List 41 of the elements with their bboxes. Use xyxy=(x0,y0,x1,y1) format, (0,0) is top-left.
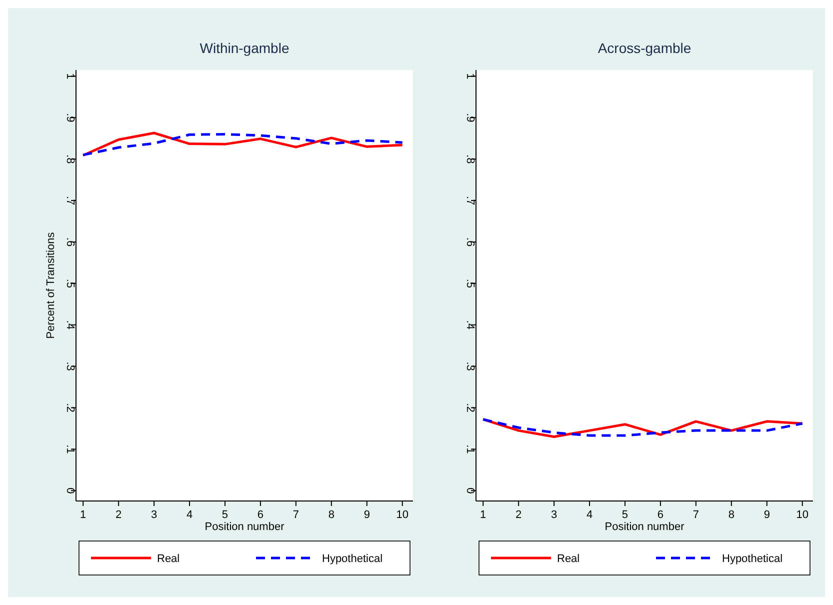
chart-title: Across-gamble xyxy=(598,40,692,56)
x-tick-label: 5 xyxy=(222,509,228,521)
x-tick-label: 10 xyxy=(396,509,408,521)
x-tick-label: 6 xyxy=(257,509,264,521)
y-tick-label: .3 xyxy=(64,362,76,371)
y-tick-label: 0 xyxy=(64,488,76,494)
x-tick-label: 2 xyxy=(116,509,122,521)
y-tick-label: .3 xyxy=(464,362,476,371)
y-tick-label: 0 xyxy=(464,488,476,494)
x-tick-label: 1 xyxy=(80,509,86,521)
legend-label: Hypothetical xyxy=(722,553,783,565)
x-tick-label: 3 xyxy=(150,509,158,521)
x-tick-label: 1 xyxy=(480,509,486,521)
x-tick-label: 7 xyxy=(292,509,299,521)
x-tick-label: 5 xyxy=(622,509,628,521)
x-tick-label: 8 xyxy=(328,509,334,521)
x-tick-label: 4 xyxy=(586,509,593,521)
x-axis-title: Position number xyxy=(204,521,285,533)
x-tick-label: 3 xyxy=(550,509,558,521)
y-tick-label: .4 xyxy=(464,320,476,330)
y-tick-label: .7 xyxy=(64,196,76,206)
y-tick-label: .1 xyxy=(464,444,476,454)
y-tick-label: .2 xyxy=(464,403,476,412)
y-tick-label: .2 xyxy=(64,403,76,412)
x-tick-label: 4 xyxy=(186,509,193,521)
x-tick-label: 8 xyxy=(728,509,734,521)
y-tick-label: .1 xyxy=(64,444,76,454)
x-tick-label: 2 xyxy=(516,509,522,521)
x-tick-label: 10 xyxy=(796,509,808,521)
x-axis-title: Position number xyxy=(604,521,685,533)
x-tick-label: 6 xyxy=(657,509,664,521)
y-axis-title: Percent of Transitions xyxy=(45,232,57,339)
y-tick-label: .4 xyxy=(64,320,76,330)
legend-label: Real xyxy=(157,553,180,565)
x-tick-label: 9 xyxy=(364,509,370,521)
legend-label: Hypothetical xyxy=(322,553,383,565)
y-tick-label: .7 xyxy=(464,196,476,206)
x-tick-label: 7 xyxy=(692,509,699,521)
chart-title: Within-gamble xyxy=(200,40,290,56)
x-tick-label: 9 xyxy=(764,509,770,521)
legend-label: Real xyxy=(557,553,580,565)
